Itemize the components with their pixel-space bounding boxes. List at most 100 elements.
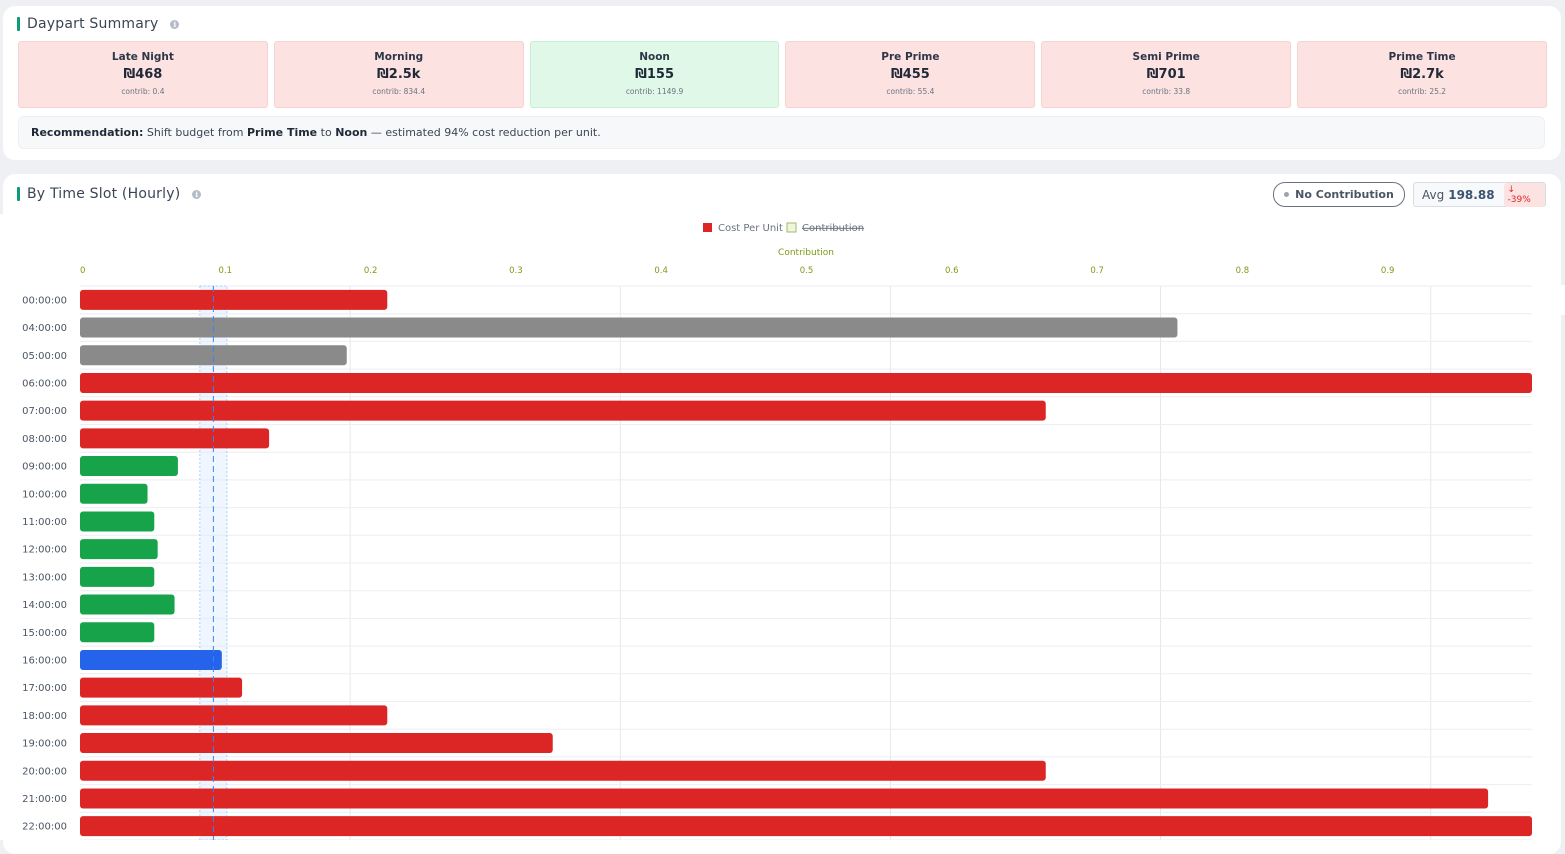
daypart-contrib: contrib: 33.8 (1142, 87, 1191, 96)
category-label: 07:00:00 (22, 406, 67, 417)
section-accent-bar (17, 17, 20, 31)
bar-17-00-00 (80, 677, 243, 698)
daypart-contrib: contrib: 55.4 (886, 87, 935, 96)
daypart-summary-card: Daypart Summary i Late Night ₪468 contri… (3, 6, 1561, 160)
category-label: 19:00:00 (22, 739, 67, 750)
daypart-tiles: Late Night ₪468 contrib: 0.4 Morning ₪2.… (18, 41, 1547, 108)
category-label: 13:00:00 (22, 572, 67, 583)
category-label: 00:00:00 (22, 295, 67, 306)
contribution-tick-label: 0.7 (1090, 266, 1104, 276)
bar-21-00-00 (80, 788, 1489, 809)
bar-09-00-00 (80, 456, 178, 477)
category-label: 21:00:00 (22, 794, 67, 805)
contribution-axis-label: Contribution (778, 248, 834, 258)
daypart-summary-header: Daypart Summary i (17, 16, 180, 32)
recommendation-to: Noon (335, 126, 368, 139)
recommendation-from: Prime Time (246, 126, 318, 139)
daypart-value: ₪468 (123, 67, 163, 82)
no-contribution-label: No Contribution (1295, 188, 1394, 201)
section-accent-bar (17, 187, 20, 201)
time-slot-chart: Cost Per Unit Contribution Contribution 0 0.… (0, 214, 1540, 840)
bar-04-00-00 (80, 317, 1178, 338)
category-label: 20:00:00 (22, 766, 67, 777)
daypart-summary-title: Daypart Summary (27, 16, 159, 32)
bar-14-00-00 (80, 594, 175, 615)
daypart-name: Pre Prime (881, 51, 940, 63)
daypart-tile-semi-prime[interactable]: Semi Prime ₪701 contrib: 33.8 (1041, 41, 1292, 108)
daypart-value: ₪701 (1146, 67, 1186, 82)
daypart-value: ₪2.7k (1400, 67, 1444, 82)
legend-label-cost: Cost Per Unit (718, 223, 783, 234)
daypart-tile-morning[interactable]: Morning ₪2.5k contrib: 834.4 (273, 41, 524, 108)
contribution-tick-label: 0.6 (945, 266, 959, 276)
recommendation-text: to (317, 126, 336, 139)
bar-08-00-00 (80, 428, 270, 449)
daypart-contrib: contrib: 25.2 (1398, 87, 1447, 96)
legend-swatch-cost (703, 223, 712, 232)
category-label: 18:00:00 (22, 711, 67, 722)
daypart-value: ₪2.5k (377, 67, 421, 82)
bar-16-00-00 (80, 649, 222, 670)
daypart-tile-noon[interactable]: Noon ₪155 contrib: 1149.9 (529, 41, 780, 108)
bar-05-00-00 (80, 345, 347, 366)
contribution-tick-label: 0.5 (800, 266, 814, 276)
contribution-tick-label: 0.9 (1381, 266, 1395, 276)
bar-11-00-00 (80, 511, 155, 532)
bar-12-00-00 (80, 539, 158, 560)
contribution-tick-label: 0.2 (364, 266, 378, 276)
bar-19-00-00 (80, 733, 553, 754)
category-label: 04:00:00 (22, 323, 67, 334)
category-label: 08:00:00 (22, 434, 67, 445)
time-slot-header: By Time Slot (Hourly) i (17, 186, 202, 202)
recommendation-label: Recommendation: (31, 126, 144, 139)
average-change-badge: ↓ -39% (1503, 182, 1545, 207)
category-label: 12:00:00 (22, 545, 67, 556)
bar-18-00-00 (80, 705, 388, 726)
average-value: 198.88 (1448, 187, 1495, 202)
daypart-name: Morning (374, 51, 424, 63)
category-label: 22:00:00 (22, 822, 67, 833)
no-contribution-button[interactable]: No Contribution (1273, 182, 1405, 207)
legend-label-contribution: Contribution (802, 223, 864, 234)
category-label: 15:00:00 (22, 628, 67, 639)
daypart-name: Prime Time (1388, 51, 1456, 63)
category-label: 09:00:00 (22, 462, 67, 473)
average-label: Avg (1422, 187, 1445, 202)
contribution-tick-label: 0.4 (654, 266, 668, 276)
bar-13-00-00 (80, 566, 155, 587)
category-label: 17:00:00 (22, 683, 67, 694)
contribution-tick-label: 0.8 (1236, 266, 1250, 276)
category-label: 10:00:00 (22, 489, 67, 500)
bar-20-00-00 (80, 760, 1046, 781)
legend-swatch-contribution (786, 222, 797, 233)
daypart-name: Late Night (111, 51, 174, 63)
category-label: 14:00:00 (22, 600, 67, 611)
daypart-tile-prime-time[interactable]: Prime Time ₪2.7k contrib: 25.2 (1297, 41, 1547, 108)
recommendation-text: — estimated 94% cost reduction per unit. (367, 126, 601, 139)
dot-icon (1284, 192, 1290, 197)
daypart-value: ₪455 (890, 67, 930, 82)
info-icon[interactable]: i (170, 19, 180, 29)
daypart-contrib: contrib: 0.4 (121, 87, 165, 96)
time-slot-title: By Time Slot (Hourly) (27, 186, 181, 202)
category-label: 05:00:00 (22, 351, 67, 362)
info-icon[interactable]: i (192, 189, 202, 199)
daypart-tile-late-night[interactable]: Late Night ₪468 contrib: 0.4 (18, 41, 268, 108)
average-indicator: Avg 198.88 ↓ -39% (1413, 182, 1546, 207)
category-label: 06:00:00 (22, 378, 67, 389)
category-label: 11:00:00 (22, 517, 67, 528)
bar-06-00-00 (80, 372, 1532, 393)
daypart-name: Semi Prime (1132, 51, 1200, 63)
contribution-tick-label: 0 (80, 266, 85, 276)
daypart-contrib: contrib: 1149.9 (625, 87, 684, 96)
daypart-name: Noon (639, 51, 670, 63)
contribution-tick-label: 0.3 (509, 266, 523, 276)
daypart-value: ₪155 (635, 67, 675, 82)
recommendation-text: Shift budget from (143, 126, 247, 139)
daypart-tile-pre-prime[interactable]: Pre Prime ₪455 contrib: 55.4 (785, 41, 1036, 108)
bar-10-00-00 (80, 483, 148, 504)
bar-00-00-00 (80, 289, 388, 310)
bar-15-00-00 (80, 622, 155, 643)
category-label: 16:00:00 (22, 655, 67, 666)
bar-07-00-00 (80, 400, 1046, 421)
